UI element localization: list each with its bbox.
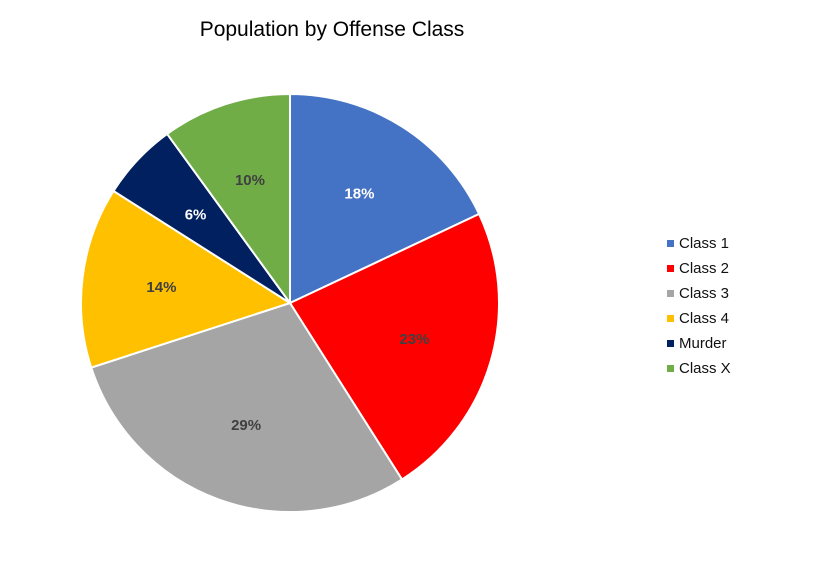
legend-item-class-2: Class 2: [667, 256, 731, 281]
legend-swatch: [667, 315, 674, 322]
legend-item-class-4: Class 4: [667, 306, 731, 331]
pie-slice-class-x: [165, 92, 291, 307]
legend-swatch: [667, 290, 674, 297]
legend-label: Murder: [679, 335, 727, 352]
data-label-class-x: 10%: [235, 172, 265, 189]
data-label-class-3: 29%: [231, 417, 261, 434]
pie-slice-class-1: [289, 92, 481, 305]
legend-label: Class X: [679, 360, 731, 377]
legend-swatch: [667, 340, 674, 347]
pie-slice-class-4: [80, 189, 293, 369]
legend-swatch: [667, 265, 674, 272]
legend-label: Class 4: [679, 310, 730, 327]
pie-slice-class-3: [89, 301, 404, 513]
data-label-class-4: 14%: [146, 279, 176, 296]
legend-swatch: [667, 365, 674, 372]
legend: Class 1 Class 2 Class 3 Class 4 Murder Class …: [667, 231, 731, 381]
legend-label: Class 2: [679, 260, 730, 277]
chart-title: Population by Offense Class: [199, 18, 465, 41]
legend-item-murder: Murder: [667, 331, 731, 356]
legend-item-class-x: Class X: [667, 356, 731, 381]
pie-slice-class-2: [288, 212, 500, 481]
legend-swatch: [667, 240, 674, 247]
data-label-murder: 6%: [185, 206, 207, 223]
legend-label: Class 3: [679, 285, 730, 302]
data-label-class-1: 18%: [344, 186, 374, 203]
legend-label: Class 1: [679, 235, 730, 252]
data-label-class-2: 23%: [399, 331, 429, 348]
legend-item-class-3: Class 3: [667, 281, 731, 306]
legend-item-class-1: Class 1: [667, 231, 731, 256]
